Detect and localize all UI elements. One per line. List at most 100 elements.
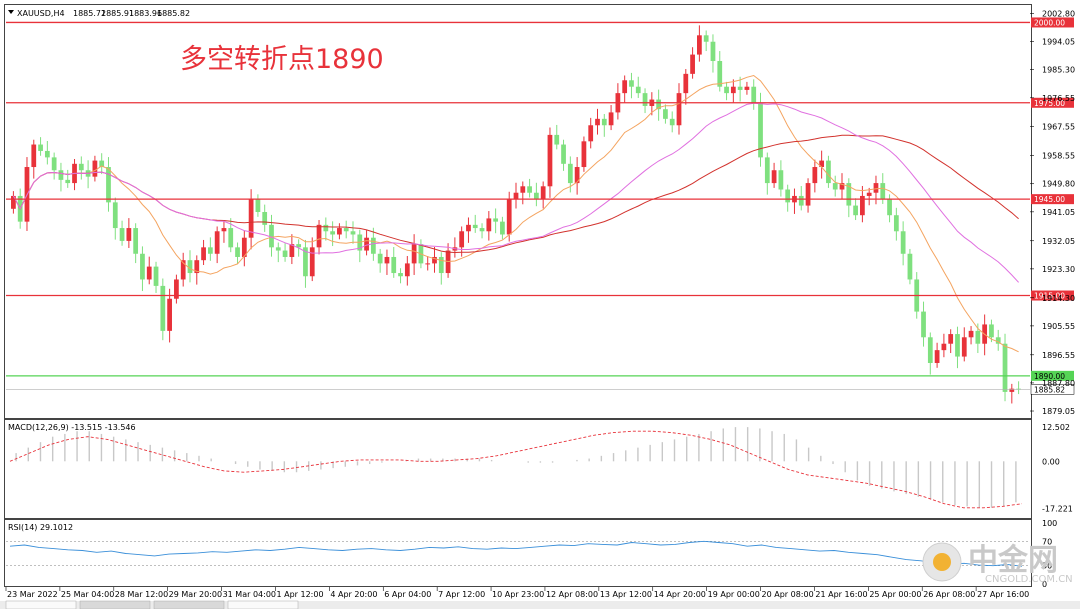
candle-body bbox=[404, 263, 410, 277]
candle-body bbox=[724, 86, 729, 94]
ohlc-open: 1885.72 bbox=[73, 9, 106, 18]
symbol-dropdown-icon[interactable] bbox=[8, 10, 14, 14]
candle-body bbox=[751, 86, 757, 103]
candle-body bbox=[690, 54, 695, 74]
moving-average-line bbox=[12, 74, 1019, 353]
x-axis: 23 Mar 2022 25 Mar 04:00 28 Mar 12:00 29 Ma… bbox=[5, 587, 1029, 599]
level-price-tag bbox=[1031, 290, 1074, 301]
candle-body bbox=[846, 183, 852, 206]
x-tick-label: 31 Mar 04:00 bbox=[223, 590, 276, 599]
candle-body bbox=[873, 183, 879, 193]
candle-body bbox=[38, 144, 43, 151]
chart-tab-4[interactable] bbox=[227, 600, 299, 609]
chart-tab-bar bbox=[0, 601, 1080, 609]
candle-body bbox=[438, 256, 444, 274]
macd-indicator: 12.502 0.00 -17.221 bbox=[9, 423, 1073, 513]
brand-name: 中金网 bbox=[968, 543, 1058, 578]
candle-body bbox=[764, 157, 770, 184]
macd-pane-frame bbox=[4, 419, 1032, 519]
candle-body bbox=[540, 186, 546, 200]
candle-body bbox=[479, 228, 485, 232]
candle-body bbox=[58, 170, 64, 180]
candle-body bbox=[737, 86, 743, 90]
x-tick-label: 23 Mar 2022 bbox=[7, 590, 58, 599]
x-tick-label: 12 Apr 08:00 bbox=[546, 590, 598, 599]
chart-tab-1[interactable] bbox=[5, 600, 77, 609]
candle-body bbox=[683, 73, 689, 94]
horizontal-levels: 2000.00 1975.00 1945.00 1915.00 1890.00 1885.… bbox=[6, 17, 1075, 395]
candle-body bbox=[11, 195, 16, 209]
candle-body bbox=[669, 118, 675, 126]
main-pane-frame bbox=[4, 4, 1032, 419]
level-price-tag bbox=[1031, 370, 1074, 381]
candle-body bbox=[235, 247, 240, 257]
candle-body bbox=[99, 160, 105, 168]
level-price-label: 1915.00 bbox=[1034, 292, 1065, 301]
candle-body bbox=[146, 266, 152, 280]
y-tick-label: 1985.30 bbox=[1042, 66, 1075, 75]
candle-body bbox=[676, 93, 682, 126]
candle-body bbox=[805, 183, 811, 206]
candle-body bbox=[581, 141, 587, 168]
candle-body bbox=[391, 256, 397, 274]
candle-body bbox=[411, 244, 417, 264]
candle-body bbox=[697, 35, 702, 55]
candle-body bbox=[493, 218, 499, 222]
ohlc-low: 1883.96 bbox=[129, 9, 162, 18]
candle-body bbox=[432, 256, 437, 264]
candle-body bbox=[710, 41, 716, 62]
macd-y-tick-label: -17.221 bbox=[1042, 504, 1073, 513]
ohlc-close: 1885.82 bbox=[157, 9, 190, 18]
macd-signal-line bbox=[9, 430, 1023, 509]
chart-tab-2[interactable] bbox=[79, 600, 151, 609]
candle-body bbox=[629, 80, 634, 87]
x-tick-label: 29 Mar 20:00 bbox=[169, 590, 222, 599]
candle-body bbox=[948, 334, 954, 344]
candle-body bbox=[785, 189, 791, 203]
candle-body bbox=[140, 253, 145, 280]
y-tick-label: 1958.55 bbox=[1042, 152, 1075, 161]
candle-body bbox=[812, 167, 818, 184]
candle-body bbox=[255, 199, 261, 212]
candle-body bbox=[1002, 343, 1008, 392]
candle-body bbox=[880, 183, 886, 200]
candle-body bbox=[547, 134, 553, 187]
x-tick-label: 1 Apr 12:00 bbox=[276, 590, 323, 599]
candle-body bbox=[533, 192, 539, 200]
y-tick-label: 1923.30 bbox=[1042, 265, 1075, 274]
rsi-y-tick-label: 30 bbox=[1042, 562, 1052, 571]
candle-body bbox=[968, 330, 974, 338]
candle-body bbox=[377, 253, 383, 264]
candle-body bbox=[703, 35, 709, 42]
candle-body bbox=[221, 228, 227, 232]
level-price-label: 1890.00 bbox=[1034, 372, 1065, 381]
candle-body bbox=[180, 260, 186, 280]
level-price-label: 1945.00 bbox=[1034, 195, 1065, 204]
brand-url: CNGOLD.COM.CN bbox=[985, 574, 1073, 585]
rsi-label: RSI(14) 29.1012 bbox=[8, 523, 73, 532]
candle-body bbox=[744, 86, 750, 90]
candle-body bbox=[282, 250, 288, 257]
level-price-label: 2000.00 bbox=[1034, 18, 1065, 27]
candle-body bbox=[663, 109, 668, 119]
candle-body bbox=[934, 350, 940, 363]
candle-body bbox=[92, 160, 98, 177]
candle-body bbox=[194, 260, 200, 274]
candle-body bbox=[133, 228, 139, 254]
candle-body bbox=[160, 285, 166, 331]
y-tick-label: 1967.55 bbox=[1042, 123, 1075, 132]
candle-body bbox=[309, 247, 315, 277]
x-tick-label: 19 Apr 00:00 bbox=[708, 590, 760, 599]
candle-body bbox=[588, 125, 594, 142]
rsi-y-tick-label: 0 bbox=[1042, 580, 1047, 589]
ohlc-high: 1885.91 bbox=[101, 9, 134, 18]
candle-body bbox=[201, 247, 206, 261]
chart-tab-3[interactable] bbox=[153, 600, 225, 609]
candle-body bbox=[771, 170, 777, 184]
candle-body bbox=[486, 218, 492, 232]
brand-watermark: 中金网 CNGOLD.COM.CN bbox=[922, 542, 1073, 585]
candle-body bbox=[717, 61, 723, 87]
candle-body bbox=[316, 224, 322, 248]
main-y-axis: 2002.80 1994.05 1985.30 1976.55 1967.55 1958.… bbox=[1030, 9, 1075, 416]
